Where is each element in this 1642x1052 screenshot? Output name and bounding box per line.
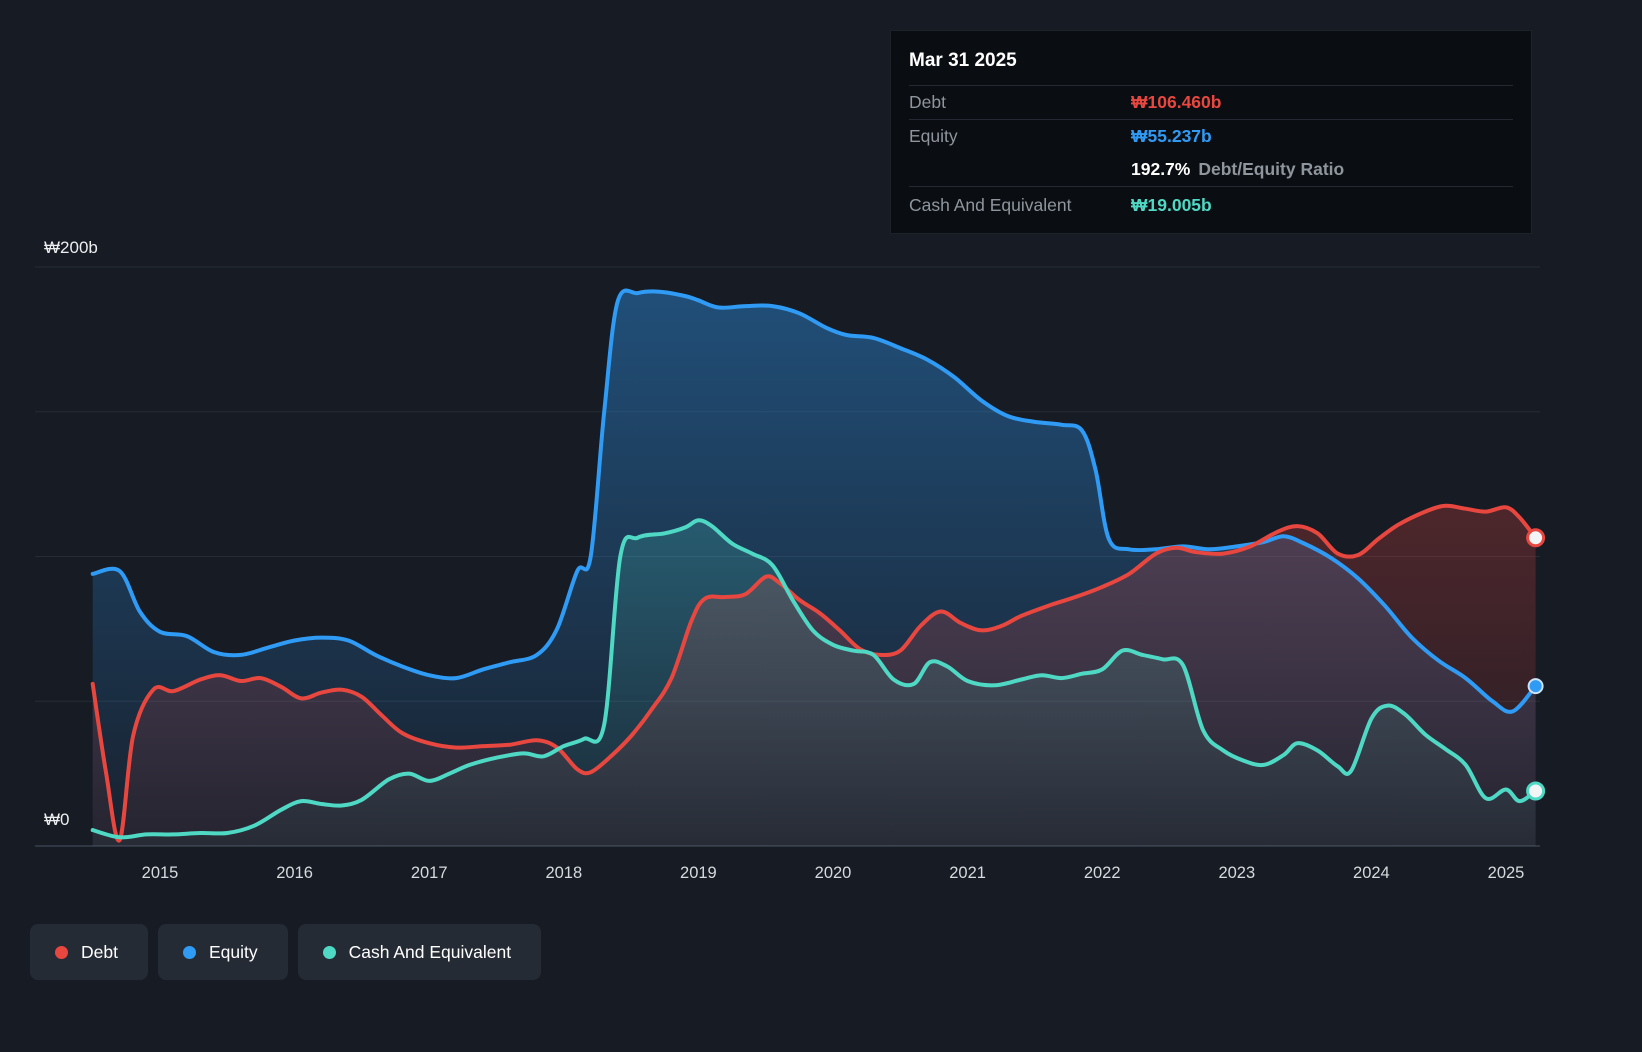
x-axis-label: 2019 <box>680 864 717 882</box>
legend-cash-label: Cash And Equivalent <box>348 941 512 962</box>
tooltip-row-debt: Debt ₩106.460b <box>909 86 1513 119</box>
tooltip-debt-label: Debt <box>909 92 946 112</box>
line-debt[interactable] <box>90 503 1538 843</box>
endpoint-cash[interactable] <box>1526 781 1546 801</box>
x-axis-label: 2015 <box>142 864 179 882</box>
x-axis-label: 2025 <box>1488 864 1525 882</box>
debt-color-dot <box>55 945 68 959</box>
legend-debt-label: Debt <box>81 941 118 962</box>
debt-equity-ratio-value: 192.7% <box>1131 159 1191 179</box>
line-equity[interactable] <box>90 288 1538 714</box>
area-cash <box>92 520 1536 846</box>
x-axis-label: 2017 <box>411 864 448 882</box>
tooltip-debt-value: ₩106.460b <box>1131 92 1222 112</box>
x-axis-label: 2016 <box>276 864 313 882</box>
tooltip-cash-value: ₩19.005b <box>1131 194 1212 215</box>
debt-equity-ratio-label: Debt/Equity Ratio <box>1198 159 1345 179</box>
x-axis-label: 2024 <box>1353 864 1390 882</box>
tooltip-row-ratio: 192.7% Debt/Equity Ratio <box>909 153 1513 186</box>
x-axis-label: 2018 <box>545 864 582 882</box>
tooltip-date: Mar 31 2025 <box>909 50 1017 71</box>
tooltip-row-equity: Equity ₩55.237b <box>909 120 1513 153</box>
tooltip-divider <box>909 119 1513 120</box>
cash-color-dot <box>322 945 336 959</box>
y-axis-max-label: ₩200b <box>44 238 98 257</box>
endpoint-equity[interactable] <box>1527 678 1544 695</box>
tooltip-equity-value: ₩55.237b <box>1131 126 1212 146</box>
tooltip-divider <box>909 85 1513 86</box>
x-axis-label: 2020 <box>815 864 852 882</box>
chart-legend: Debt Equity Cash And Equivalent <box>30 924 542 980</box>
equity-color-dot <box>182 945 196 959</box>
x-axis-label: 2023 <box>1218 864 1255 882</box>
x-axis-label: 2022 <box>1084 864 1121 882</box>
line-cash[interactable] <box>90 518 1538 840</box>
tooltip-equity-label: Equity <box>909 126 958 146</box>
x-axis-label: 2021 <box>949 864 986 882</box>
legend-equity-label: Equity <box>208 941 258 962</box>
chart-tooltip: Mar 31 2025 Debt ₩106.460b Equity ₩55.23… <box>890 30 1532 234</box>
tooltip-cash-label: Cash And Equivalent <box>909 194 1072 215</box>
y-axis-zero-label: ₩0 <box>44 810 70 829</box>
legend-item-cash[interactable]: Cash And Equivalent <box>297 924 542 980</box>
legend-item-equity[interactable]: Equity <box>157 924 288 980</box>
tooltip-divider <box>909 186 1513 187</box>
endpoint-debt[interactable] <box>1526 528 1546 548</box>
legend-item-debt[interactable]: Debt <box>30 924 148 980</box>
tooltip-row-cash: Cash And Equivalent ₩19.005b <box>909 187 1513 223</box>
